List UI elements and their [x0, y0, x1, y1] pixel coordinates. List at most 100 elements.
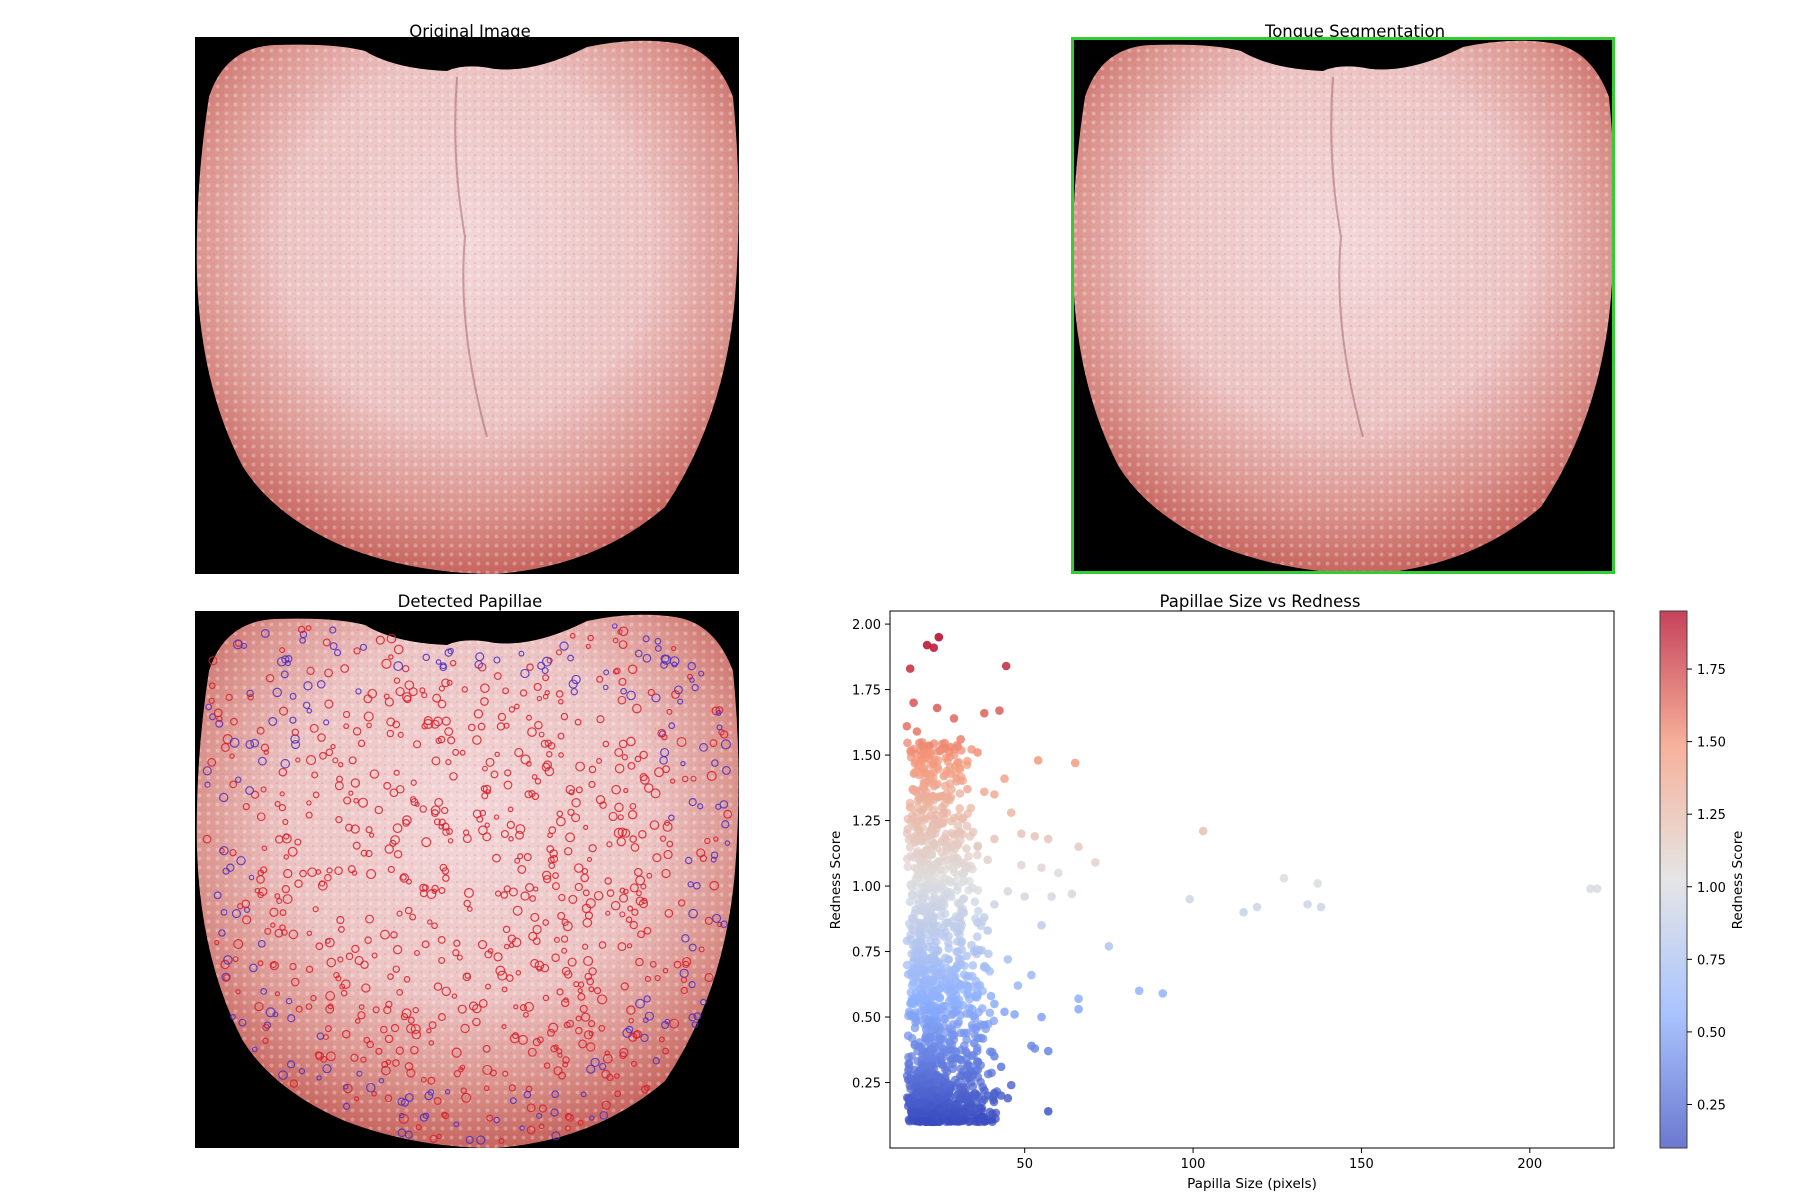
scatter-point-dense	[984, 949, 993, 959]
papilla-marker	[260, 629, 270, 638]
scatter-point-dense	[932, 1095, 942, 1105]
papilla-marker	[435, 659, 442, 665]
papilla-marker	[664, 908, 674, 918]
scatter-point-dense	[939, 1021, 949, 1031]
scatter-point-dense	[950, 985, 960, 995]
papilla-marker	[430, 719, 440, 729]
papilla-marker	[208, 682, 216, 690]
scatter-point	[1027, 970, 1036, 980]
scatter-point-dense	[926, 774, 936, 784]
scatter-point-dense	[919, 889, 929, 899]
scatter-point-dense	[907, 994, 917, 1004]
papilla-marker	[472, 735, 482, 745]
papilla-marker	[552, 872, 560, 880]
scatter-point-dense	[913, 1056, 923, 1066]
papilla-marker	[485, 757, 495, 767]
papilla-marker	[397, 1128, 407, 1138]
scatter-point-dense	[932, 937, 941, 947]
papilla-marker	[281, 655, 290, 664]
papilla-marker	[424, 1091, 434, 1101]
papilla-marker	[427, 919, 433, 925]
scatter-point-dense	[949, 1030, 958, 1040]
papilla-marker	[634, 755, 642, 763]
papilla-marker	[365, 914, 374, 924]
papilla-marker	[233, 939, 244, 950]
papilla-marker	[676, 736, 687, 748]
papilla-marker	[325, 1004, 335, 1014]
scatter-point-dense	[940, 1100, 950, 1109]
papilla-marker	[437, 735, 446, 744]
papilla-marker	[526, 663, 534, 671]
papilla-marker	[514, 857, 521, 864]
y-tick-label: 1.75	[852, 684, 881, 699]
papilla-marker	[231, 909, 242, 919]
scatter-point	[1001, 661, 1011, 671]
papilla-marker	[559, 641, 569, 651]
papilla-marker	[395, 1046, 404, 1055]
papilla-marker	[456, 954, 463, 961]
papilla-marker	[316, 679, 326, 689]
papilla-marker	[629, 802, 637, 810]
scatter-point-dense	[940, 865, 949, 874]
papilla-marker	[662, 821, 673, 832]
plot-frame	[889, 610, 1615, 1149]
scatter-point	[1074, 994, 1083, 1003]
scatter-point-dense	[962, 760, 972, 770]
papilla-marker	[338, 761, 344, 768]
papilla-marker	[642, 653, 652, 663]
papilla-marker	[442, 874, 450, 882]
papilla-marker	[299, 869, 307, 878]
papilla-marker	[399, 873, 410, 883]
scatter-point	[990, 900, 999, 909]
papilla-marker	[257, 869, 265, 877]
papilla-marker	[343, 1084, 349, 1090]
papilla-marker	[671, 690, 680, 699]
papilla-marker	[303, 681, 313, 691]
scatter-point-dense	[941, 953, 950, 962]
papilla-marker	[585, 643, 591, 650]
papilla-marker	[721, 765, 731, 775]
papilla-marker	[256, 812, 266, 822]
papilla-marker	[619, 893, 629, 903]
papilla-marker	[437, 1013, 446, 1022]
papilla-marker	[587, 1019, 596, 1028]
papilla-marker	[421, 884, 429, 892]
papilla-marker	[680, 976, 688, 984]
papilla-marker	[563, 1021, 571, 1029]
papilla-marker	[598, 1062, 607, 1071]
scatter-point-dense	[954, 1017, 963, 1027]
papilla-marker	[618, 677, 627, 686]
papilla-marker	[637, 930, 646, 939]
papilla-marker	[670, 645, 677, 652]
papilla-marker	[265, 1007, 276, 1018]
papilla-marker	[706, 770, 717, 781]
papilla-marker	[433, 982, 443, 991]
papilla-marker	[664, 819, 670, 826]
scatter-point	[956, 735, 966, 744]
scatter-point	[1017, 860, 1026, 870]
papilla-marker	[390, 835, 400, 845]
papilla-marker	[336, 775, 344, 783]
scatter-point-dense	[902, 1071, 912, 1081]
papilla-marker	[588, 986, 595, 993]
scatter-point-dense	[941, 1014, 950, 1024]
papilla-marker	[278, 803, 287, 812]
scatter-point	[909, 698, 918, 707]
papilla-marker	[433, 716, 443, 727]
colorbar-tick-label: 0.25	[1697, 1098, 1726, 1113]
papilla-marker	[636, 890, 642, 897]
scatter-point-dense	[940, 781, 950, 791]
papilla-marker	[393, 769, 400, 776]
scatter-point	[1030, 831, 1040, 841]
scatter-point	[919, 763, 928, 773]
papilla-marker	[530, 912, 540, 922]
papilla-marker	[512, 1032, 519, 1040]
papilla-marker	[366, 1082, 376, 1093]
papilla-marker	[430, 805, 441, 816]
scatter-point-dense	[910, 758, 920, 768]
papilla-marker	[668, 814, 675, 822]
scatter-point-dense	[917, 741, 927, 751]
papilla-marker	[508, 836, 514, 842]
papilla-marker	[586, 856, 593, 863]
